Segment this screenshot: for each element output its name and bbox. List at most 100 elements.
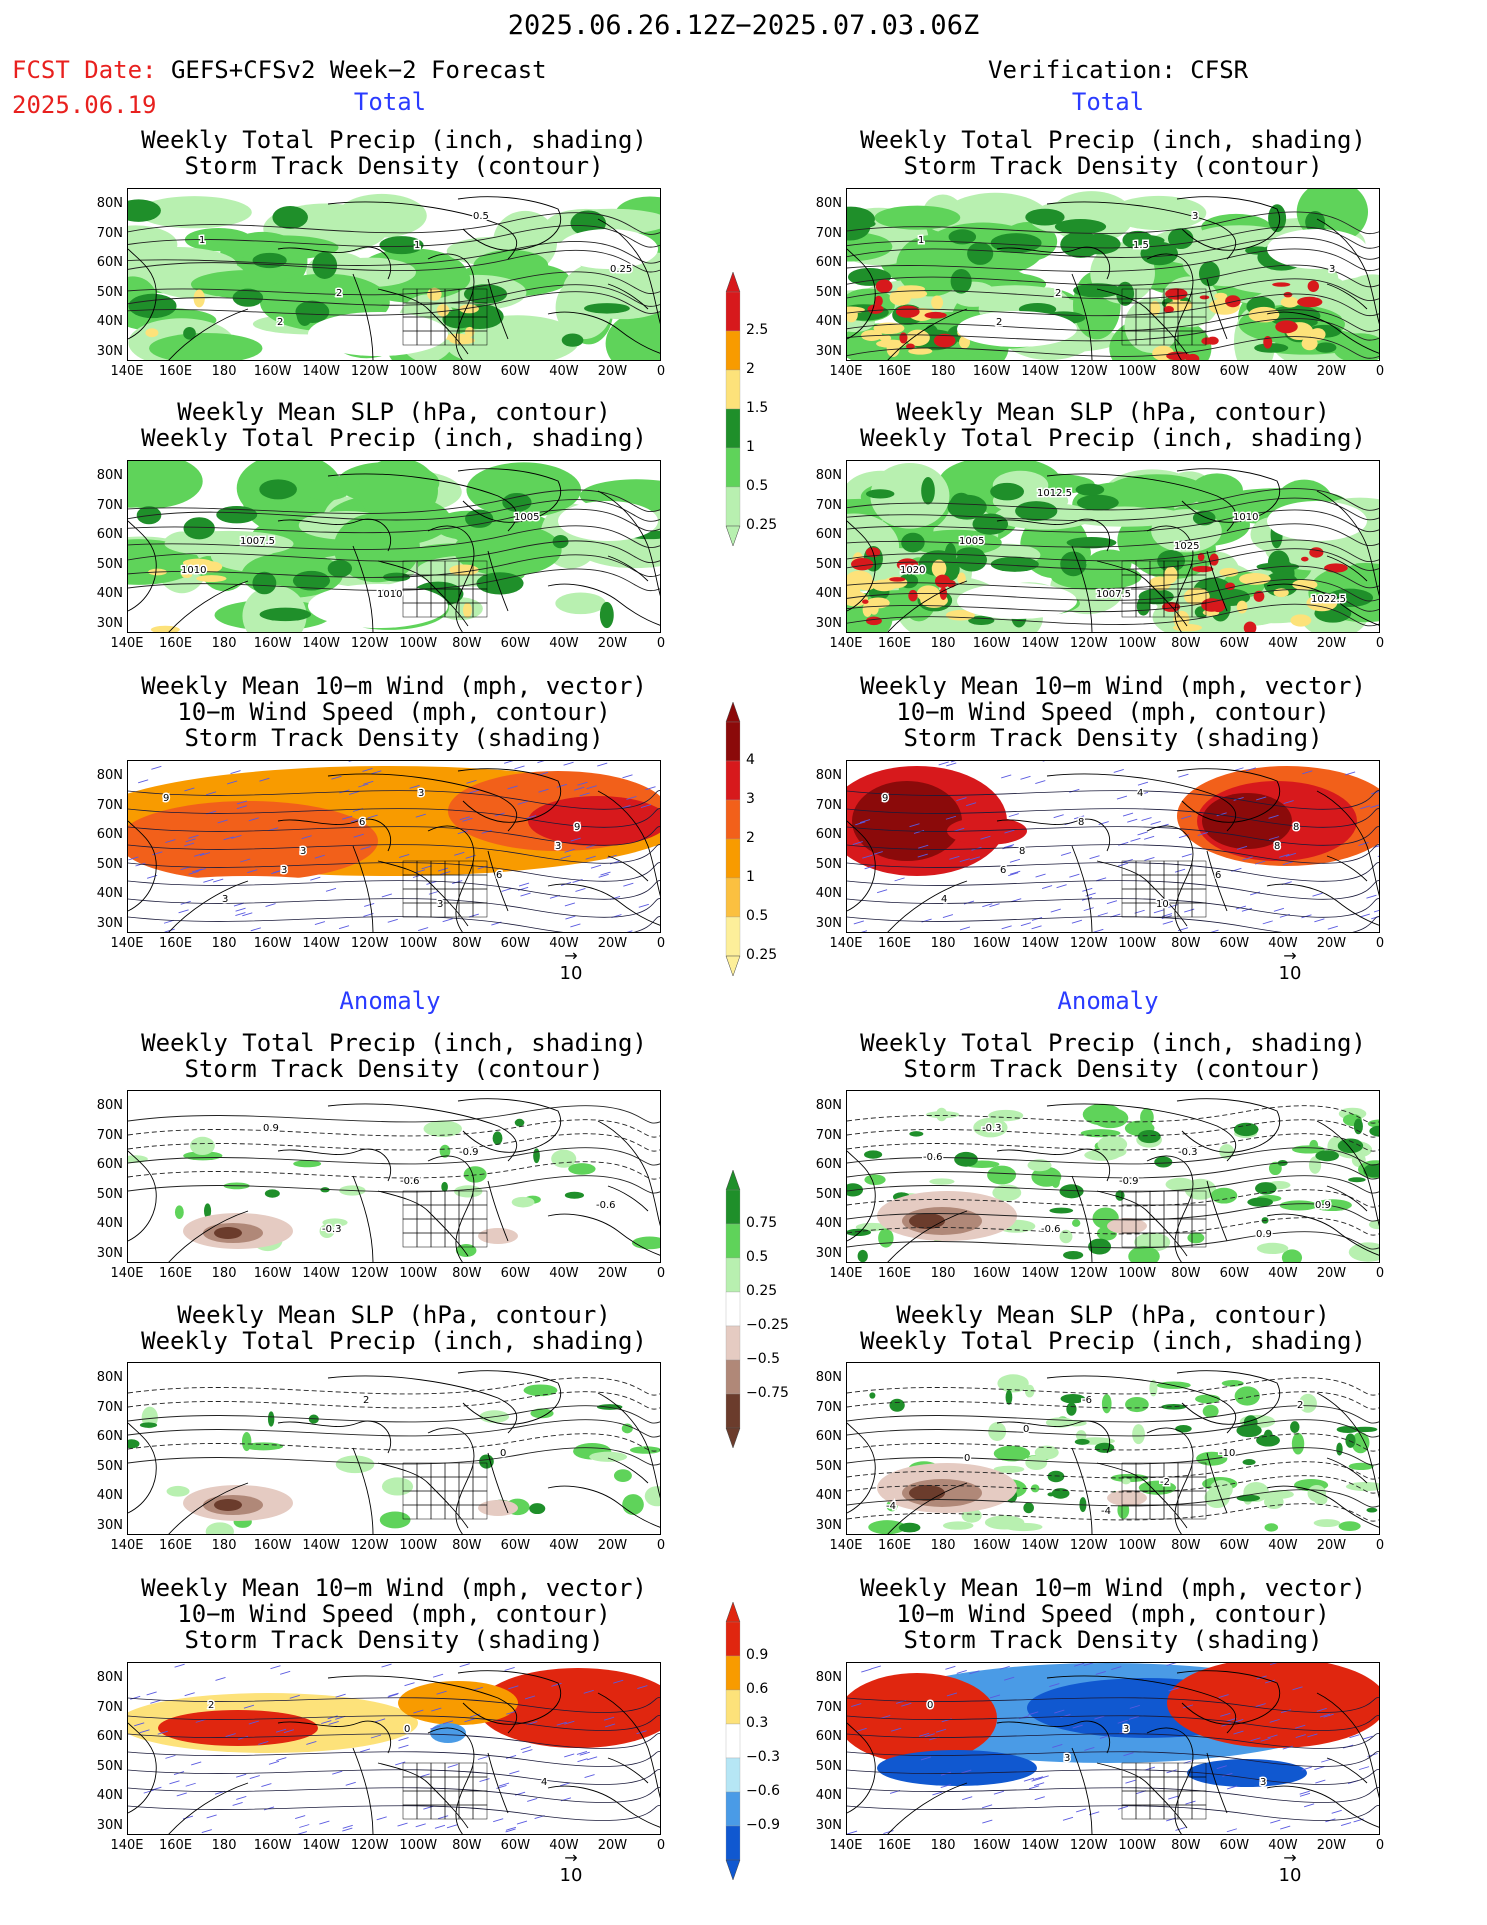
- wind-vector: [428, 890, 440, 895]
- precip-anomaly-shading: [1256, 1434, 1280, 1447]
- precip-anomaly-shading: [1125, 1396, 1149, 1413]
- wind-vector: [522, 1749, 533, 1754]
- lat-tick-label: 50N: [96, 856, 123, 872]
- lon-tick-label: 100W: [399, 1538, 438, 1553]
- wind-vector: [232, 1801, 243, 1806]
- precip-shading: [1140, 241, 1178, 266]
- precip-shading: [443, 333, 471, 341]
- lat-tick-label: 50N: [815, 556, 842, 572]
- storm-anomaly-shading: [398, 1681, 518, 1725]
- precip-anomaly-shading: [1132, 1424, 1145, 1445]
- precip-shading: [599, 601, 614, 629]
- wind-vector: [847, 1830, 858, 1834]
- wind-vector: [920, 1756, 932, 1761]
- wind-vector: [431, 1707, 442, 1712]
- precip-shading: [1268, 204, 1287, 233]
- lon-tick-label: 160W: [253, 1838, 292, 1853]
- precip-anomaly-shading: [935, 1107, 948, 1122]
- colorbar-cap: [725, 1427, 741, 1448]
- precip-shading: [1198, 261, 1220, 287]
- wind-vector: [1028, 1711, 1039, 1716]
- contour-label: 1005: [514, 512, 539, 523]
- wind-vector: [1269, 1718, 1280, 1723]
- panel-title-L5: Weekly Mean SLP (hPa, contour) Weekly To…: [141, 1301, 647, 1355]
- wind-vector: [1299, 1792, 1311, 1797]
- wind-vector: [139, 1729, 150, 1734]
- lat-tick-label: 70N: [96, 497, 123, 513]
- contour-label: -0.6: [596, 1200, 616, 1211]
- wind-vector: [1331, 1809, 1342, 1814]
- wind-vector: [359, 1748, 371, 1753]
- no-precip-area: [308, 312, 448, 356]
- storm-density-shading: [852, 781, 962, 861]
- wind-vector: [1181, 853, 1193, 858]
- contour-line: [847, 1119, 1379, 1138]
- coastline: [1206, 1752, 1228, 1814]
- lat-tick-label: 80N: [815, 1098, 842, 1113]
- coastline: [377, 288, 469, 355]
- coastline: [887, 1482, 968, 1534]
- wind-vector: [917, 853, 928, 858]
- colorbar-label: 0.3: [746, 1715, 769, 1731]
- precip-shading: [358, 461, 438, 524]
- wind-vector: [360, 846, 371, 850]
- wind-vector: [235, 907, 246, 912]
- precip-shading: [459, 304, 479, 314]
- colorbar-label: −0.75: [746, 1385, 789, 1401]
- contour-line: [847, 237, 1379, 260]
- lon-tick-label: 20W: [597, 1838, 628, 1853]
- wind-vector: [295, 1815, 306, 1819]
- lat-tick-label: 40N: [96, 1788, 123, 1803]
- coastline: [547, 583, 660, 626]
- wind-vector: [1031, 925, 1042, 930]
- colorbar-label: 2.5: [746, 322, 769, 338]
- wind-vector: [472, 1686, 483, 1691]
- wind-speed-contour: [128, 826, 660, 846]
- lat-tick-label: 40N: [815, 314, 842, 329]
- state-boundary: [1163, 1190, 1179, 1206]
- coastline: [607, 855, 649, 882]
- wind-vector: [1295, 1724, 1306, 1729]
- lon-tick-label: 160E: [878, 1266, 912, 1281]
- contour-line: [128, 241, 660, 266]
- wind-vector: [1084, 1747, 1095, 1751]
- map-svg-L5: 20: [128, 1370, 660, 1534]
- wind-vector: [583, 1689, 594, 1694]
- lat-tick-label: 40N: [96, 1488, 123, 1503]
- state-boundary: [402, 1804, 418, 1820]
- precip-shading: [949, 492, 974, 519]
- lon-tick-label: 120W: [350, 1266, 389, 1281]
- precip-anomaly-shading: [514, 1118, 525, 1127]
- lon-tick-label: 40W: [1268, 1538, 1298, 1553]
- wind-vector: [1360, 805, 1371, 810]
- wind-vector: [195, 1718, 206, 1723]
- wind-vector: [1050, 908, 1061, 913]
- wind-vector: [1262, 920, 1273, 925]
- precip-shading: [1292, 579, 1318, 591]
- precip-shading: [1075, 483, 1105, 496]
- precip-anomaly-shading: [267, 1411, 275, 1427]
- coastline: [487, 1752, 509, 1814]
- wind-vector: [1370, 791, 1379, 795]
- wind-vector: [371, 770, 382, 775]
- wind-vector: [442, 918, 453, 923]
- coastline: [1266, 1485, 1379, 1528]
- precip-shading: [867, 304, 884, 314]
- wind-vector: [1358, 1766, 1370, 1771]
- coastline: [277, 518, 392, 552]
- lon-tick-label: 160W: [253, 936, 292, 951]
- precip-anomaly-shading: [1236, 1494, 1261, 1502]
- precip-anomaly-shading: [1338, 1521, 1361, 1532]
- vector-reference-label: 10: [1278, 963, 1302, 984]
- coastline: [607, 1185, 649, 1212]
- state-boundary: [472, 602, 488, 618]
- wind-vector: [1282, 861, 1293, 866]
- colorbar-label: 0.25: [746, 1283, 778, 1299]
- lat-tick-label: 80N: [96, 768, 123, 783]
- state-boundary: [430, 1462, 446, 1478]
- lon-tick-label: 0: [656, 1838, 666, 1853]
- wind-vector: [215, 1677, 226, 1681]
- state-boundary: [430, 1190, 446, 1206]
- wind-vector: [1168, 904, 1179, 908]
- wind-vector: [1268, 836, 1280, 841]
